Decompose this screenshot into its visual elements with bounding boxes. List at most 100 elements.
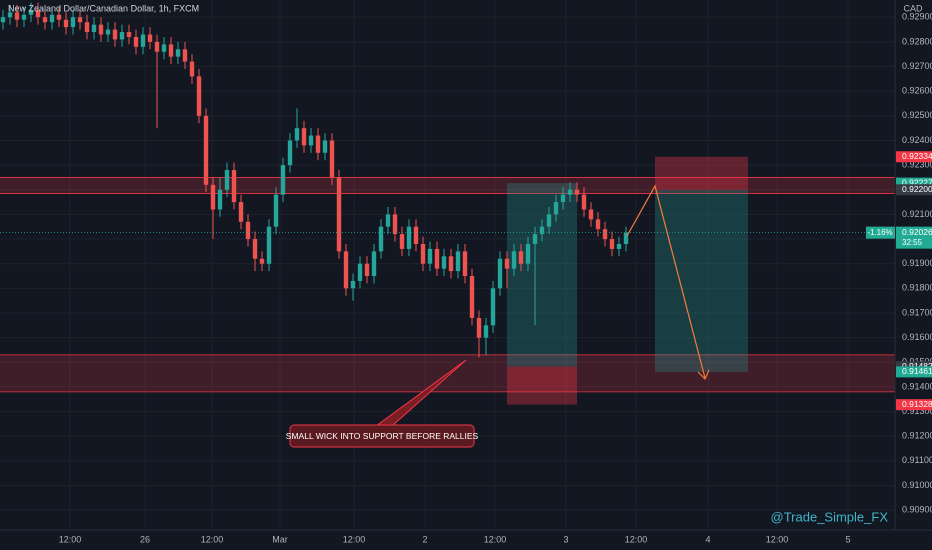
y-tick-label: 0.91900 [902,258,932,268]
price-badge [896,177,932,189]
candle-body [434,248,440,269]
zone [0,177,895,194]
candle-body [483,325,489,338]
candle-body [238,202,244,222]
candle-body [532,234,538,244]
candle-body [245,221,251,240]
candles [0,2,629,358]
candle-body [105,29,111,35]
candle-body [511,251,517,269]
y-tick-label: 0.91400 [902,381,932,391]
candle-body [469,276,475,318]
price-badge [896,151,932,163]
candle-body [21,14,27,20]
candle-body [441,256,447,269]
candle-body [329,140,335,178]
price-badge-label: 0.92200 [902,184,932,194]
y-tick-label: 0.91600 [902,332,932,342]
candle-body [7,12,13,18]
candle-body [567,189,573,195]
y-tick-label: 0.91700 [902,307,932,317]
y-tick-label: 0.92800 [902,36,932,46]
candle-body [161,44,167,52]
projection-arrow [626,184,706,379]
y-tick-label: 0.92100 [902,209,932,219]
drawings: SMALL WICK INTO SUPPORT BEFORE RALLIES @… [8,3,888,524]
candle-body [252,239,258,259]
grid [0,0,895,530]
candle-body [581,194,587,210]
target-area [655,189,748,372]
x-tick-label: 5 [845,534,850,544]
candle-body [140,34,146,47]
callout-box [289,424,475,448]
candle-body [154,41,160,52]
watermark: @Trade_Simple_FX [771,509,889,524]
candle-body [182,49,188,62]
y-tick-label: 0.92900 [902,12,932,22]
price-badge-label: 0.92334 [902,151,932,161]
candle-body [497,258,503,289]
x-tick-label: 12:00 [625,534,648,544]
candle-body [49,14,55,23]
y-tick-label: 0.91100 [902,455,932,465]
last-price-label: 0.92026 [902,227,932,237]
y-tick-label: 0.92300 [902,159,932,169]
candle-body [175,49,181,57]
candle-body [42,17,48,23]
candle-body [91,24,97,33]
currency-label: CAD [903,3,923,13]
candle-body [609,239,615,249]
y-tick-label: 0.92500 [902,110,932,120]
candle-body [539,226,545,235]
candle-body [210,184,216,210]
candle-body [203,115,209,185]
candle-body [350,280,356,289]
y-tick-label: 0.90900 [902,505,932,515]
stop-area [507,366,577,405]
candle-body [574,189,580,195]
candle-body [112,29,118,40]
candle-body [504,258,510,269]
candle-body [147,34,153,42]
candle-body [623,232,629,244]
candle-body [378,226,384,252]
candle-body [385,214,391,227]
candle-body [266,226,272,264]
x-tick-label: 12:00 [201,534,224,544]
candle-body [133,36,139,47]
candle-body [357,263,363,281]
price-badge [896,184,932,196]
candle-body [273,194,279,227]
candle-body [616,243,622,249]
candle-body [364,263,370,277]
candle-body [301,128,307,146]
x-tick-label: 4 [705,534,710,544]
candle-body [371,251,377,277]
candle-body [0,17,6,23]
candle-body [126,32,132,37]
y-tick-label: 0.91300 [902,406,932,416]
stop-area [655,156,748,190]
candle-body [553,202,559,215]
position-boxes [507,156,748,405]
y-tick-label: 0.92600 [902,86,932,96]
candle-body [294,128,300,141]
price-badge [896,366,932,378]
candle-body [462,251,468,277]
candle-body [490,288,496,326]
candle-body [189,61,195,77]
candle-body [119,32,125,40]
candle-body [588,209,594,220]
candle-body [518,251,524,264]
chart-title: New Zealand Dollar/Canadian Dollar, 1h, … [8,3,199,13]
y-tick-label: 0.91000 [902,480,932,490]
candle-body [420,243,426,264]
change-label: -1.16% [867,228,892,237]
candle-body [84,22,90,33]
candle-body [231,170,237,203]
x-tick-label: 12:00 [59,534,82,544]
